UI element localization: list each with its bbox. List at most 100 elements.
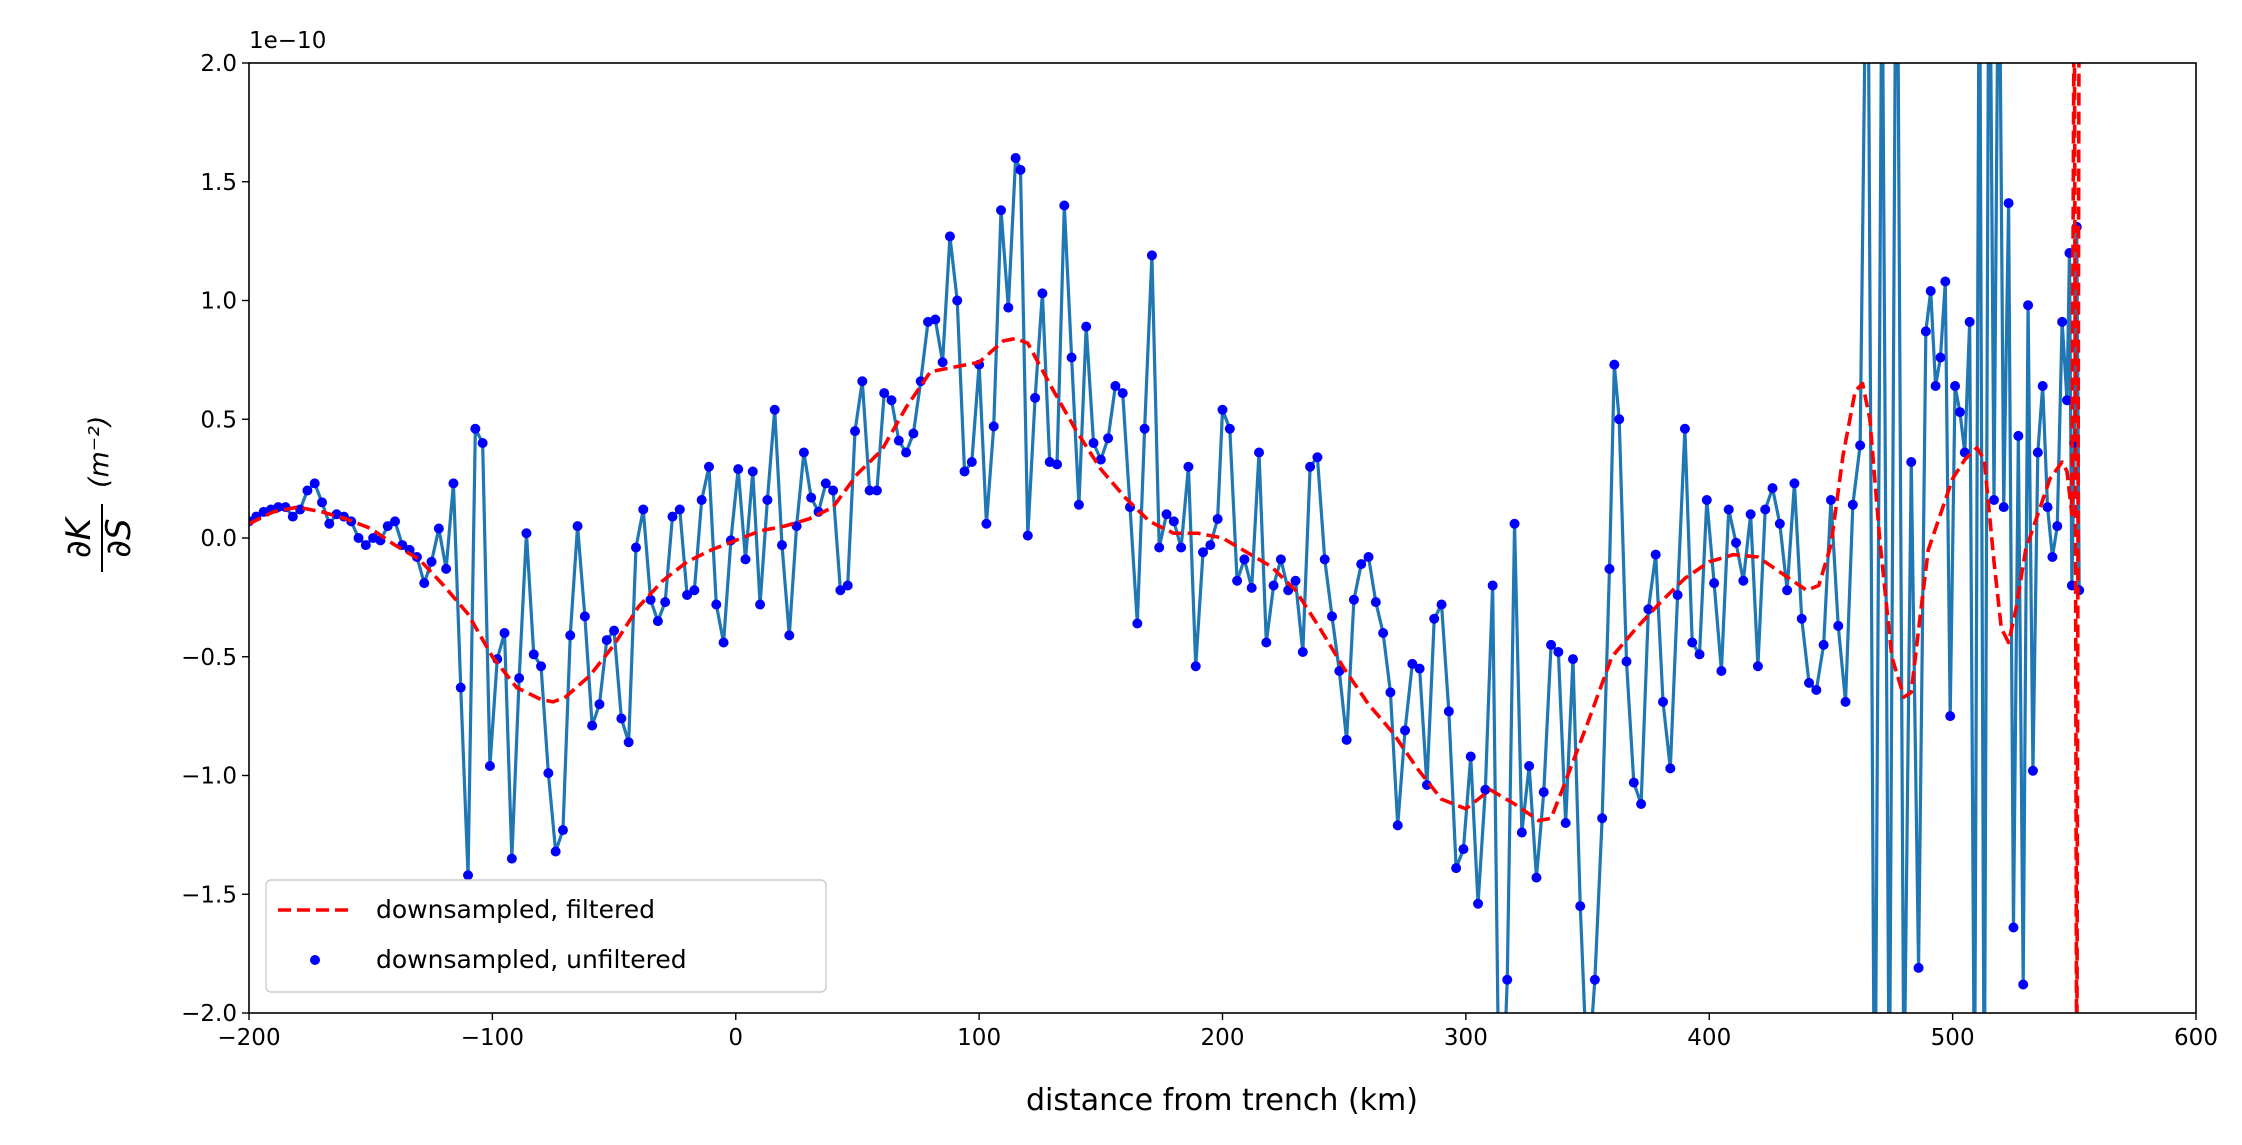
data-point	[287, 511, 298, 522]
data-point	[572, 521, 583, 532]
data-point	[1022, 530, 1033, 541]
data-point	[798, 447, 809, 458]
data-point	[1161, 509, 1172, 520]
data-point	[1945, 711, 1956, 722]
data-point	[1930, 381, 1941, 391]
data-point	[419, 578, 430, 589]
y-label-numerator: ∂K	[59, 515, 99, 558]
data-point	[616, 713, 627, 724]
x-tick-label: 600	[2174, 1025, 2218, 1051]
data-point	[1176, 542, 1187, 553]
data-point	[1811, 685, 1822, 695]
data-point	[996, 205, 1007, 216]
data-point	[893, 435, 904, 446]
data-point	[1998, 502, 2009, 513]
data-point	[565, 630, 576, 641]
data-point	[1400, 725, 1411, 736]
data-point	[1804, 677, 1815, 688]
data-point	[1935, 352, 1946, 363]
data-point	[1925, 286, 1936, 296]
data-point	[594, 699, 605, 710]
data-point	[674, 504, 685, 515]
data-point	[886, 395, 897, 406]
data-point	[769, 404, 780, 415]
x-tick-label: 500	[1931, 1025, 1975, 1051]
data-point	[1421, 780, 1432, 790]
data-point	[514, 673, 525, 684]
data-point	[441, 563, 452, 574]
data-point	[850, 426, 861, 437]
data-point	[1275, 554, 1286, 565]
data-point	[499, 628, 510, 638]
data-point	[1701, 495, 1712, 505]
data-point	[1095, 454, 1106, 465]
data-point	[703, 461, 714, 472]
legend-label: downsampled, filtered	[376, 895, 655, 924]
data-point	[1392, 820, 1403, 831]
data-point	[1789, 478, 1800, 489]
data-point	[1268, 580, 1279, 591]
data-point	[1964, 316, 1975, 327]
data-point	[1509, 518, 1520, 529]
data-point	[2032, 447, 2043, 458]
data-point	[2037, 381, 2048, 391]
data-point	[1597, 813, 1608, 824]
data-point	[1436, 599, 1447, 610]
legend-marker	[310, 955, 320, 965]
data-point	[1628, 777, 1639, 788]
data-point	[835, 585, 846, 596]
data-point	[1546, 639, 1557, 650]
data-point	[1745, 509, 1756, 520]
data-point	[1239, 554, 1250, 565]
data-point	[1621, 656, 1632, 667]
data-point	[1774, 518, 1785, 529]
data-point	[1906, 457, 1917, 467]
data-point	[901, 447, 912, 458]
data-point	[1767, 483, 1778, 494]
y-axis-label: ∂K ∂S (m⁻²)	[59, 416, 139, 572]
data-point	[455, 682, 466, 693]
data-point	[1738, 575, 1749, 586]
data-point	[645, 594, 656, 605]
data-point	[433, 523, 444, 534]
data-point	[1414, 663, 1425, 674]
data-point	[528, 649, 539, 660]
data-point	[1451, 863, 1462, 874]
y-tick-label: −1.5	[181, 882, 237, 908]
data-point	[1538, 787, 1549, 798]
data-point	[1327, 611, 1338, 622]
data-point	[930, 314, 941, 325]
data-point	[733, 464, 744, 475]
data-point	[390, 516, 401, 527]
data-point	[1687, 637, 1698, 648]
data-point	[776, 540, 787, 551]
data-point	[1465, 751, 1476, 762]
data-point	[2018, 979, 2029, 990]
data-point	[1385, 687, 1396, 698]
data-point	[864, 485, 875, 496]
data-point	[2023, 300, 2034, 311]
data-point	[1132, 618, 1143, 629]
y-tick-label: −2.0	[181, 1001, 237, 1027]
data-point	[1480, 784, 1491, 795]
data-point	[1609, 359, 1620, 370]
data-point	[1650, 549, 1661, 560]
data-point	[711, 599, 722, 610]
data-point	[360, 540, 371, 551]
data-point	[1139, 423, 1150, 434]
data-point	[1752, 661, 1763, 672]
data-point	[623, 737, 634, 748]
data-point	[696, 495, 707, 505]
data-point	[1567, 654, 1578, 665]
data-point	[842, 580, 853, 591]
data-point	[1232, 575, 1243, 586]
data-point	[1052, 459, 1063, 470]
data-point	[1731, 537, 1742, 548]
x-tick-label: 0	[728, 1025, 743, 1051]
data-point	[1037, 288, 1048, 299]
data-point	[1363, 552, 1374, 562]
data-point	[806, 492, 817, 503]
data-point	[557, 825, 568, 836]
data-point	[1913, 962, 1924, 973]
